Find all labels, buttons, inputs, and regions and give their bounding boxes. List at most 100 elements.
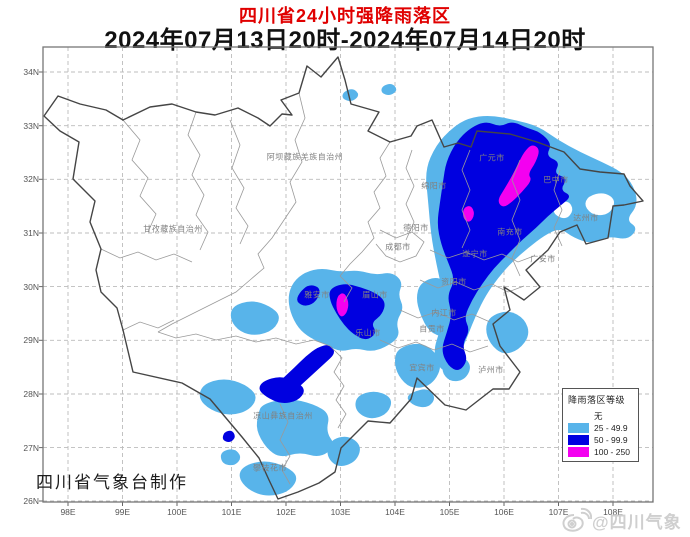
- watermark: @四川气象: [560, 507, 682, 533]
- city-label: 绵阳市: [421, 181, 447, 191]
- city-label: 阿坝藏族羌族自治州: [266, 152, 344, 162]
- district-boundary: [339, 141, 391, 277]
- legend-label: 无: [594, 411, 603, 421]
- plot-frame: [42, 46, 654, 503]
- lat-label: 30N: [23, 281, 39, 292]
- city-label: 泸州市: [478, 365, 504, 375]
- lat-label: 32N: [23, 174, 39, 185]
- legend-swatch: [568, 447, 589, 457]
- city-label: 遂宁市: [462, 249, 488, 259]
- city-label: 广安市: [530, 254, 556, 264]
- legend-title: 降雨落区等级: [568, 395, 626, 405]
- rain-region-light: [355, 391, 392, 419]
- credit-text: 四川省气象台制作: [36, 473, 188, 492]
- lat-label: 34N: [23, 67, 39, 77]
- district-boundary: [429, 249, 535, 263]
- rain-region-light: [220, 449, 241, 466]
- legend-label: 100 - 250: [594, 447, 630, 457]
- lon-label: 99E: [114, 507, 131, 517]
- rain-region-heavy: [437, 122, 569, 370]
- district-boundary: [419, 279, 525, 293]
- city-label: 广元市: [479, 153, 505, 163]
- legend-row: 25 - 49.9: [568, 422, 638, 434]
- city-label: 乐山市: [355, 328, 381, 338]
- district-boundary: [279, 403, 291, 485]
- rain-region-extreme: [498, 145, 539, 207]
- legend-swatch: [568, 423, 589, 433]
- lon-label: 107E: [548, 507, 569, 517]
- lat-label: 27N: [23, 442, 39, 453]
- legend-swatch: [568, 435, 589, 445]
- lon-label: 98E: [60, 507, 76, 517]
- rain-region-light: [381, 84, 397, 95]
- province-outline: [43, 56, 644, 500]
- district-boundary: [329, 345, 347, 429]
- legend: 降雨落区等级 无 25 - 49.9 50 - 99.9 100 - 250: [562, 388, 639, 462]
- city-label: 雅安市: [304, 290, 330, 300]
- lat-label: 28N: [23, 389, 39, 399]
- lon-label: 103E: [330, 507, 351, 517]
- lon-label: 105E: [439, 507, 460, 517]
- city-label: 德阳市: [403, 223, 429, 233]
- date-range: 2024年07月13日20时-2024年07月14日20时: [104, 27, 586, 54]
- district-boundary: [229, 119, 249, 245]
- rain-region-light: [486, 311, 529, 354]
- lon-label: 101E: [221, 507, 242, 517]
- district-boundary: [122, 119, 157, 233]
- city-label: 成都市: [385, 242, 411, 252]
- rain-region-heavy: [297, 285, 320, 306]
- rain-region-light: [342, 89, 359, 101]
- rain-region-light: [407, 389, 434, 408]
- city-label: 凉山彝族自治州: [253, 411, 313, 421]
- district-boundary: [157, 92, 306, 333]
- city-label: 自贡市: [419, 324, 445, 334]
- legend-row: 50 - 99.9: [568, 434, 638, 446]
- lon-label: 102E: [276, 507, 296, 517]
- lon-label: 104E: [385, 507, 405, 517]
- district-boundary: [405, 149, 415, 241]
- district-boundary: [553, 169, 563, 247]
- district-boundary: [461, 149, 471, 249]
- legend-label: 25 - 49.9: [594, 423, 628, 433]
- rain-region-light: [199, 379, 256, 415]
- rain-region-heavy: [222, 430, 235, 442]
- rain-region-light: [230, 301, 279, 335]
- city-label: 巴中市: [543, 175, 569, 185]
- legend-swatch: [568, 411, 589, 421]
- district-boundary: [187, 111, 209, 251]
- city-label: 甘孜藏族自治州: [143, 224, 203, 234]
- legend-items: 无 25 - 49.9 50 - 99.9 100 - 250: [568, 410, 638, 458]
- city-label: 南充市: [497, 227, 523, 237]
- weibo-icon: [562, 507, 592, 532]
- district-boundary: [157, 331, 331, 347]
- city-label: 攀枝花市: [253, 463, 287, 473]
- lat-label: 29N: [23, 335, 39, 346]
- district-boundary: [122, 319, 175, 331]
- rain-region-light: [327, 436, 360, 466]
- rain-region-light: [395, 343, 441, 388]
- city-label: 资阳市: [441, 277, 467, 287]
- lat-label: 33N: [23, 120, 39, 131]
- lon-label: 100E: [167, 507, 187, 517]
- lon-label: 106E: [494, 507, 514, 517]
- watermark-text: @四川气象: [592, 512, 682, 532]
- rain-region-extreme: [463, 206, 474, 222]
- district-boundary: [375, 229, 425, 263]
- district-boundary: [399, 309, 491, 323]
- city-label: 内江市: [431, 308, 457, 318]
- district-boundary: [100, 248, 193, 263]
- rain-region-hole: [585, 193, 614, 216]
- lat-label: 31N: [23, 228, 39, 238]
- legend-label: 50 - 99.9: [594, 435, 628, 445]
- rain-region-heavy: [259, 377, 304, 403]
- city-label: 达州市: [573, 213, 599, 223]
- legend-row: 无: [568, 410, 638, 422]
- rain-region-light: [256, 399, 333, 457]
- rain-region-light: [417, 278, 454, 336]
- city-label: 宜宾市: [409, 363, 435, 373]
- legend-row: 100 - 250: [568, 446, 638, 458]
- district-boundary: [339, 275, 353, 303]
- district-boundary: [379, 339, 489, 353]
